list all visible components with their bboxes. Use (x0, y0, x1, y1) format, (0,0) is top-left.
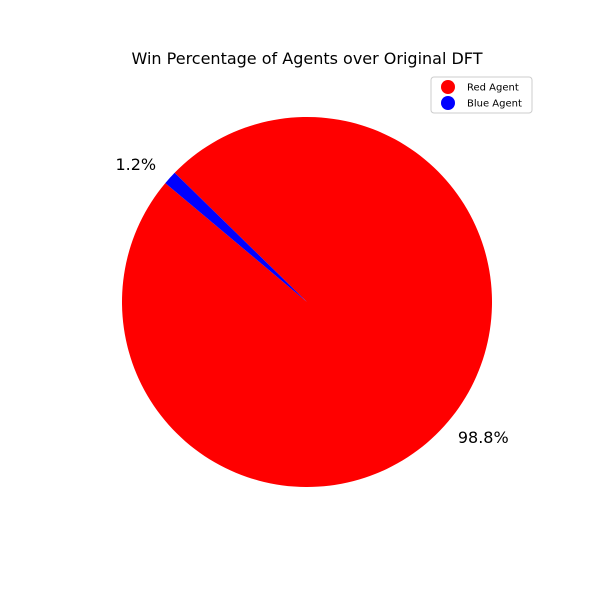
pie-label-blue-agent: 1.2% (115, 155, 156, 174)
legend-label-red-agent: Red Agent (467, 83, 519, 94)
pie-slices (122, 116, 493, 487)
pie-slice-red-agent (122, 116, 493, 487)
pie-slice-blue-agent (165, 172, 307, 302)
legend-frame (430, 76, 533, 114)
legend-marker-blue-agent (441, 96, 455, 110)
legend-marker-red-agent (441, 80, 455, 94)
legend: Red Agent Blue Agent (430, 76, 533, 114)
pie-label-red-agent: 98.8% (458, 428, 509, 447)
pie-percent-labels: 98.8% 1.2% (115, 155, 508, 447)
chart-title: Win Percentage of Agents over Original D… (132, 49, 483, 68)
legend-label-blue-agent: Blue Agent (467, 99, 522, 110)
